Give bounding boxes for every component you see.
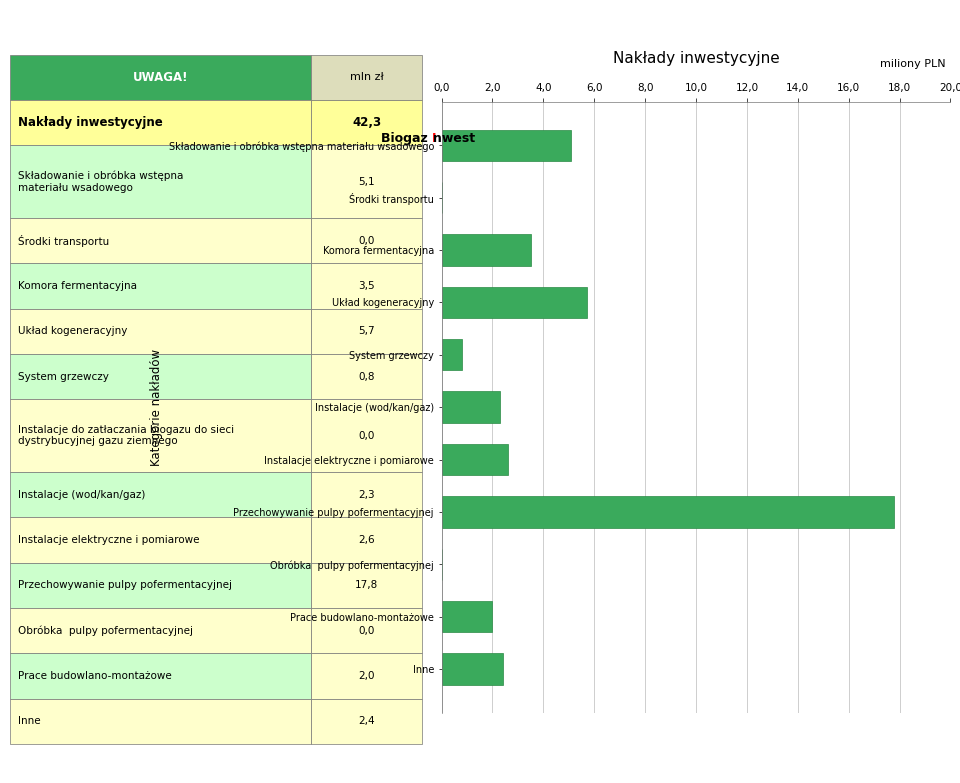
Y-axis label: Kategorie nakładów: Kategorie nakładów (150, 348, 163, 466)
Bar (311, 55, 422, 100)
Bar (10, 218, 311, 263)
Bar (311, 698, 422, 744)
Text: 2,3: 2,3 (358, 489, 375, 500)
Bar (10, 354, 311, 399)
Text: 5,7: 5,7 (358, 327, 375, 337)
Text: Układ kogeneracyjny: Układ kogeneracyjny (18, 327, 128, 337)
Text: Instalacje (wod/kan/gaz): Instalacje (wod/kan/gaz) (18, 489, 145, 500)
Bar (10, 146, 311, 218)
Bar (311, 218, 422, 263)
Text: 2,4: 2,4 (358, 716, 375, 726)
Text: 17,8: 17,8 (355, 580, 378, 590)
Text: Obróbka  pulpy pofermentacyjnej: Obróbka pulpy pofermentacyjnej (18, 626, 193, 636)
Bar (10, 562, 311, 608)
Bar (311, 653, 422, 698)
Bar (10, 55, 311, 100)
Bar (311, 100, 422, 146)
Text: miliony PLN: miliony PLN (880, 59, 946, 69)
Bar (10, 518, 311, 562)
Bar (311, 146, 422, 218)
Bar (311, 518, 422, 562)
Text: 42,3: 42,3 (352, 117, 381, 129)
Bar (442, 287, 587, 318)
Text: 3,5: 3,5 (358, 281, 375, 291)
Bar (10, 399, 311, 472)
Text: Środki transportu: Środki transportu (18, 235, 109, 247)
Text: 0,0: 0,0 (358, 236, 374, 246)
Bar (311, 562, 422, 608)
Bar (311, 309, 422, 354)
Text: nwest: nwest (433, 132, 475, 146)
Bar (311, 263, 422, 309)
Bar (442, 496, 895, 528)
Bar (10, 309, 311, 354)
Text: 0,0: 0,0 (358, 431, 374, 441)
Text: 0,0: 0,0 (358, 626, 374, 636)
Bar (10, 263, 311, 309)
Bar (10, 472, 311, 518)
Text: Inne: Inne (18, 716, 40, 726)
Bar (442, 601, 492, 633)
Text: Składowanie i obróbka wstępna
materiału wsadowego: Składowanie i obróbka wstępna materiału … (18, 171, 183, 193)
Bar (442, 339, 462, 370)
Text: System grzewczy: System grzewczy (18, 372, 108, 381)
Text: Komora fermentacyjna: Komora fermentacyjna (18, 281, 137, 291)
Bar (311, 354, 422, 399)
Bar (442, 234, 531, 265)
Text: Prace budowlano-montażowe: Prace budowlano-montażowe (18, 671, 172, 681)
Text: 0,8: 0,8 (358, 372, 375, 381)
Bar (10, 653, 311, 698)
Bar (442, 129, 571, 161)
Bar (10, 608, 311, 653)
Title: Nakłady inwestycyjne: Nakłady inwestycyjne (612, 51, 780, 66)
Bar (311, 399, 422, 472)
Text: 2,0: 2,0 (358, 671, 375, 681)
Text: mln zł: mln zł (349, 73, 384, 82)
Bar (442, 653, 503, 685)
Text: Instalacje do zatłaczania biogazu do sieci
dystrybucyjnej gazu ziemnego: Instalacje do zatłaczania biogazu do sie… (18, 425, 234, 446)
Bar (311, 472, 422, 518)
Text: Nakłady inwestycyjne: Nakłady inwestycyjne (18, 117, 162, 129)
Text: UWAGA!: UWAGA! (132, 71, 188, 84)
Text: 2,6: 2,6 (358, 535, 375, 545)
Text: Instalacje elektryczne i pomiarowe: Instalacje elektryczne i pomiarowe (18, 535, 200, 545)
Text: 5,1: 5,1 (358, 177, 375, 186)
Text: Przechowywanie pulpy pofermentacyjnej: Przechowywanie pulpy pofermentacyjnej (18, 580, 232, 590)
Bar (442, 444, 508, 475)
Bar (311, 608, 422, 653)
Bar (10, 100, 311, 146)
Text: I: I (432, 132, 437, 146)
Text: Biogaz: Biogaz (381, 132, 432, 146)
Bar (442, 392, 500, 423)
Bar (10, 698, 311, 744)
